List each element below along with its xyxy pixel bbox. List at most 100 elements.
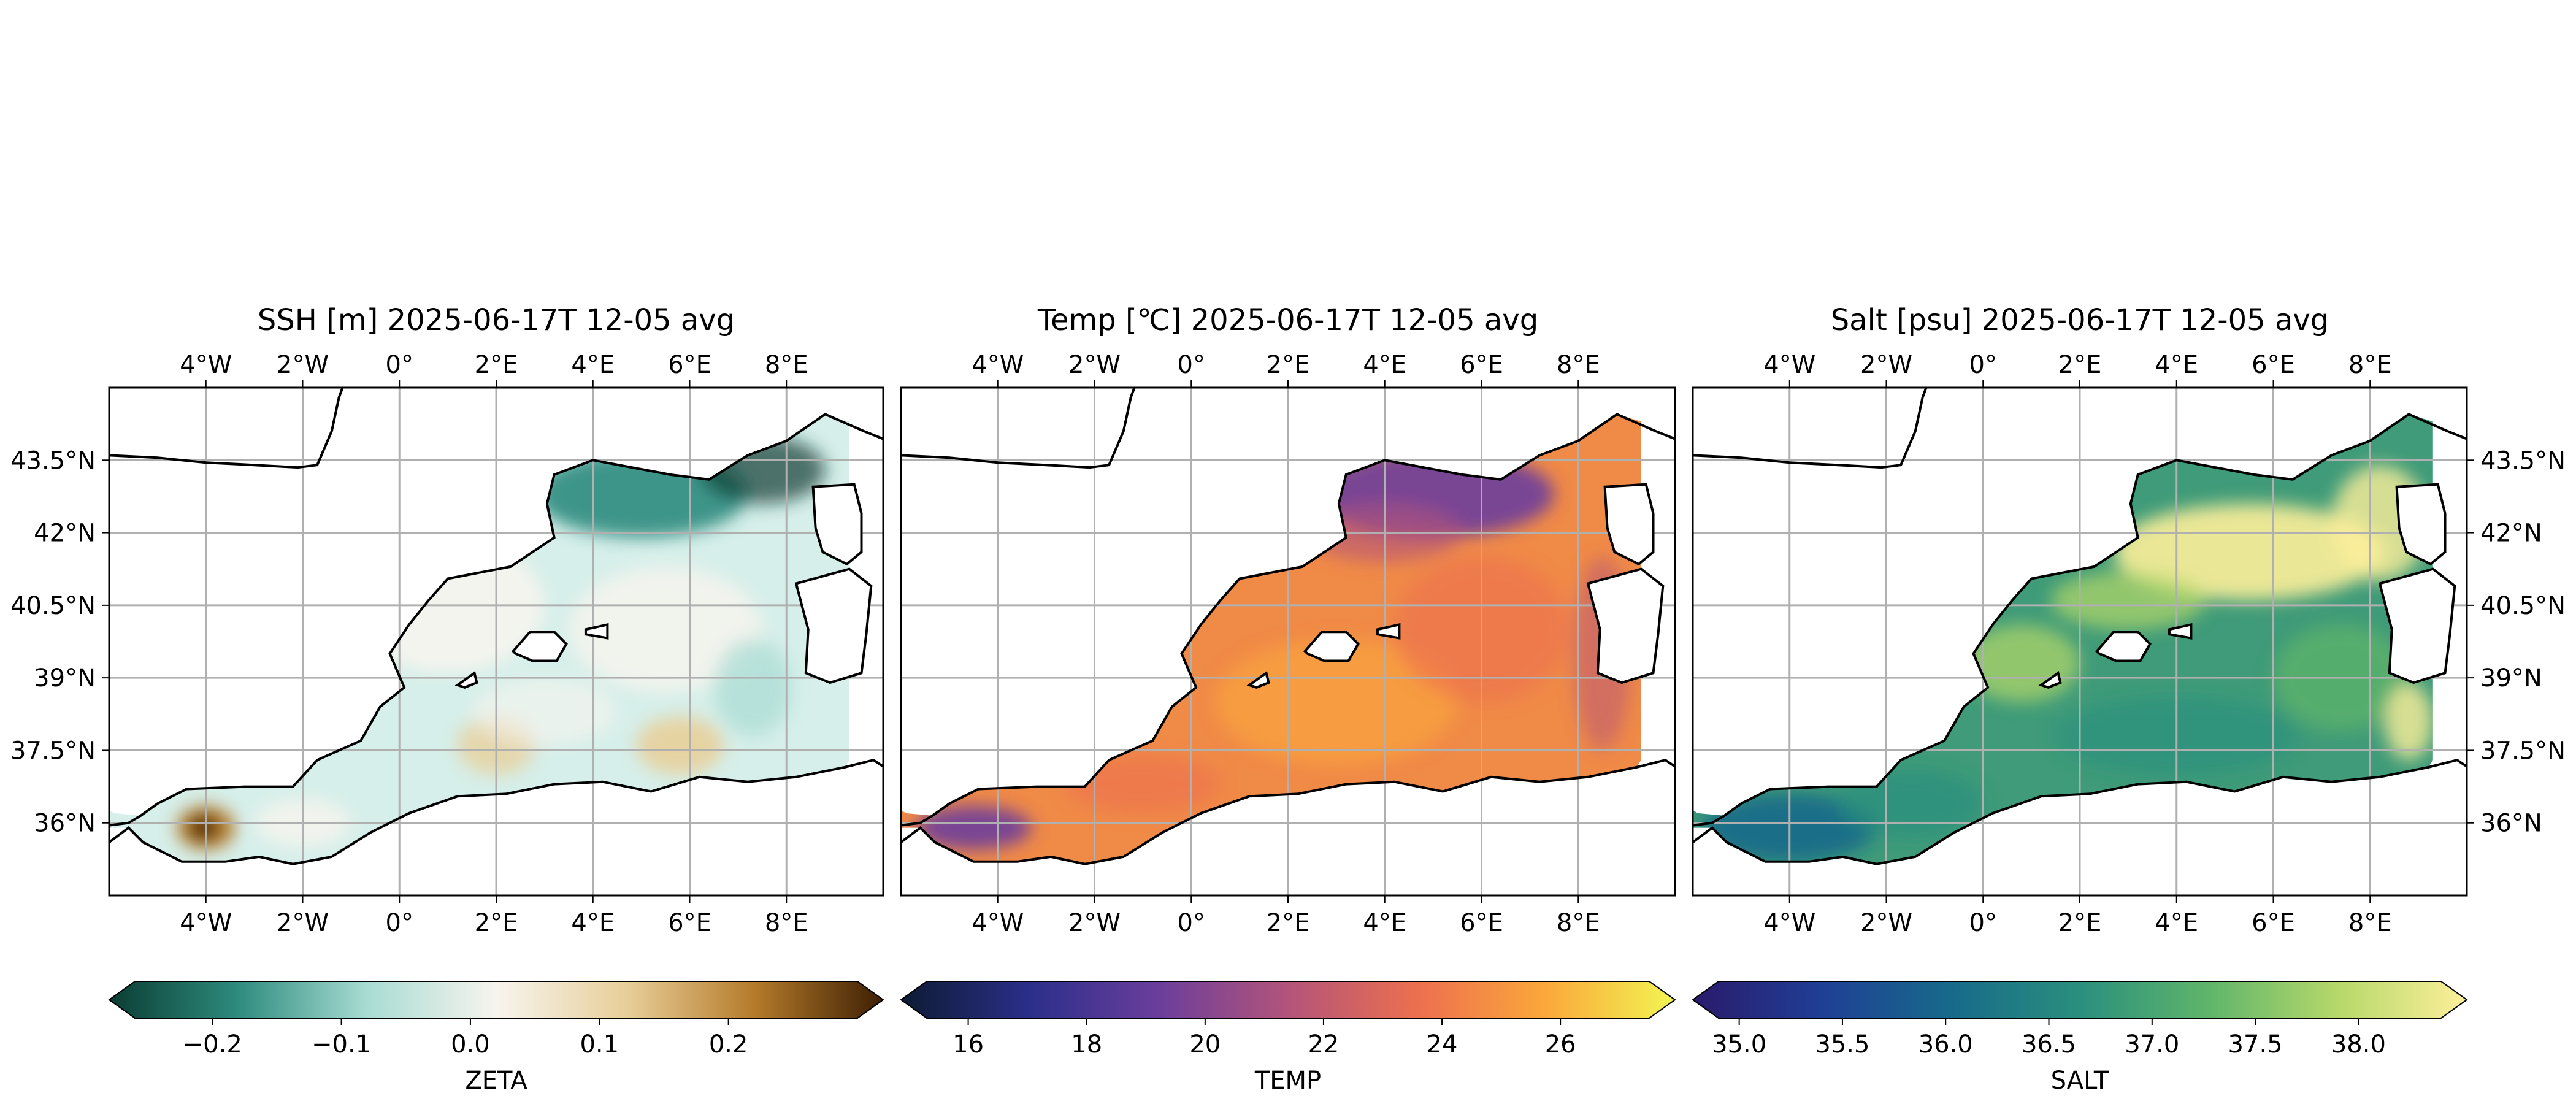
y-tick-label: 42°N xyxy=(2480,519,2542,548)
island xyxy=(1586,567,1665,684)
colorbar-tick-label: 38.0 xyxy=(2331,1030,2386,1059)
y-ticks: 43.5°N 42°N 40.5°N 39°N 37.5°N 36°N xyxy=(10,447,109,838)
colorbar-body xyxy=(1692,981,2468,1019)
field-blob xyxy=(472,678,618,746)
x-tick-label-bottom: 8°E xyxy=(2348,909,2392,937)
y-tick-label: 40.5°N xyxy=(2480,592,2566,620)
x-ticks-top: 4°W 2°W 0° 2°E 4°E 6°E 8°E xyxy=(1763,351,2392,388)
colorbar-tick-label: 0.1 xyxy=(580,1030,619,1059)
islands xyxy=(1246,483,1665,689)
colorbar-tick-label: 35.5 xyxy=(1815,1030,1869,1059)
x-tick-label-bottom: 8°E xyxy=(1557,909,1600,937)
colorbar-tick-label: 16 xyxy=(953,1030,984,1059)
panel-title: Salt [psu] 2025-06-17T 12-05 avg xyxy=(1831,303,2329,337)
colorbar-tick-label: 20 xyxy=(1189,1030,1221,1059)
islands xyxy=(2038,483,2456,689)
colorbar-tick-label: 22 xyxy=(1308,1030,1339,1059)
colorbar-tick-label: 35.0 xyxy=(1712,1030,1766,1059)
x-tick-label-top: 2°W xyxy=(277,351,329,379)
coastline xyxy=(901,388,1675,865)
gridlines xyxy=(901,388,1675,895)
x-tick-label-top: 8°E xyxy=(1557,351,1600,379)
x-tick-label-top: 8°E xyxy=(2348,351,2392,379)
y-tick-label: 42°N xyxy=(34,519,96,548)
field-blob xyxy=(1215,639,1458,765)
x-tick-label-bottom: 2°E xyxy=(2058,909,2102,937)
colorbar-tick-label: 24 xyxy=(1427,1030,1458,1059)
x-tick-label-top: 0° xyxy=(1178,351,1205,379)
panel-salt: Salt [psu] 2025-06-17T 12-05 avg 4°W 2°W 0… xyxy=(1692,303,2566,1095)
x-tick-label-top: 2°W xyxy=(1860,351,1912,379)
colorbar-tick-label: 26 xyxy=(1545,1030,1576,1059)
x-tick-label-top: 8°E xyxy=(765,351,808,379)
island xyxy=(1246,670,1270,689)
x-tick-label-bottom: 4°W xyxy=(972,909,1024,937)
field-blob xyxy=(2050,571,2206,630)
colorbar-tick-label: 37.0 xyxy=(2125,1030,2179,1059)
map-area xyxy=(109,388,883,895)
colorbar-tick-label: −0.1 xyxy=(312,1030,371,1059)
island xyxy=(2378,567,2456,684)
colorbar-body xyxy=(900,981,1676,1019)
panel-title: Temp [℃] 2025-06-17T 12-05 avg xyxy=(1037,303,1538,337)
field-blob xyxy=(569,566,762,692)
x-tick-label-bottom: 4°W xyxy=(1763,909,1815,937)
island xyxy=(454,670,478,689)
y-tick-label: 36°N xyxy=(2480,810,2542,838)
x-tick-label-bottom: 2°E xyxy=(475,909,518,937)
field-blob xyxy=(915,806,1032,850)
x-tick-label-top: 4°W xyxy=(180,351,232,379)
colorbar-ticks: 35.0 35.5 36.0 36.5 37.0 37.5 38.0 xyxy=(1712,1018,2386,1059)
island xyxy=(2168,623,2193,640)
panel-title: SSH [m] 2025-06-17T 12-05 avg xyxy=(258,303,735,337)
y-ticks: 43.5°N 42°N 40.5°N 39°N 37.5°N 36°N xyxy=(2467,447,2566,838)
colorbar-tick-label: 36.0 xyxy=(1919,1030,1973,1059)
colorbar-tick-label: 0.2 xyxy=(709,1030,748,1059)
x-tick-label-bottom: 6°E xyxy=(668,909,711,937)
island xyxy=(1303,631,1360,662)
colorbar-label: ZETA xyxy=(465,1067,527,1095)
y-tick-label: 39°N xyxy=(2480,664,2542,692)
x-tick-label-top: 2°E xyxy=(1267,351,1310,379)
x-tick-label-top: 0° xyxy=(386,351,413,379)
y-tick-label: 40.5°N xyxy=(10,592,96,620)
x-tick-label-bottom: 0° xyxy=(1969,909,1997,937)
map-area xyxy=(1693,388,2467,895)
x-tick-label-top: 6°E xyxy=(668,351,711,379)
colorbar-body xyxy=(108,981,884,1019)
colorbar: 16 18 20 22 24 26 TEMP xyxy=(900,981,1676,1095)
colorbar-tick-label: 0.0 xyxy=(451,1030,490,1059)
field-blob xyxy=(2114,504,2385,600)
gridlines xyxy=(1693,388,2467,895)
y-tick-label: 43.5°N xyxy=(10,447,96,475)
island xyxy=(511,631,568,662)
map-area xyxy=(901,388,1675,895)
gridlines xyxy=(109,388,883,895)
colorbar-label: SALT xyxy=(2051,1067,2109,1095)
x-tick-label-bottom: 6°E xyxy=(1460,909,1503,937)
y-tick-label: 39°N xyxy=(34,664,96,692)
colorbar-tick-label: 36.5 xyxy=(2022,1030,2076,1059)
island xyxy=(2395,483,2447,566)
island xyxy=(811,483,863,566)
island xyxy=(1376,623,1401,640)
x-tick-label-top: 4°W xyxy=(1763,351,1815,379)
x-tick-label-top: 6°E xyxy=(1460,351,1503,379)
field-blob xyxy=(2384,683,2433,761)
island xyxy=(1603,483,1655,566)
x-tick-label-bottom: 2°W xyxy=(1860,909,1912,937)
x-tick-label-top: 6°E xyxy=(2252,351,2295,379)
x-tick-label-top: 4°E xyxy=(1363,351,1406,379)
x-tick-label-bottom: 0° xyxy=(1178,909,1205,937)
x-tick-label-bottom: 2°W xyxy=(1068,909,1121,937)
colorbar: −0.2 −0.1 0.0 0.1 0.2 ZETA xyxy=(108,981,884,1095)
x-tick-label-top: 2°E xyxy=(475,351,518,379)
islands xyxy=(454,483,873,689)
panel-temp: Temp [℃] 2025-06-17T 12-05 avg 4°W 2°W 0° 2… xyxy=(900,303,1676,1095)
colorbar-tick-label: 37.5 xyxy=(2228,1030,2283,1059)
x-tick-label-bottom: 2°E xyxy=(1267,909,1310,937)
colorbar-ticks: −0.2 −0.1 0.0 0.1 0.2 xyxy=(183,1018,748,1059)
colorbar: 35.0 35.5 36.0 36.5 37.0 37.5 38.0 SALT xyxy=(1692,981,2468,1095)
y-tick-label: 43.5°N xyxy=(2480,447,2566,475)
